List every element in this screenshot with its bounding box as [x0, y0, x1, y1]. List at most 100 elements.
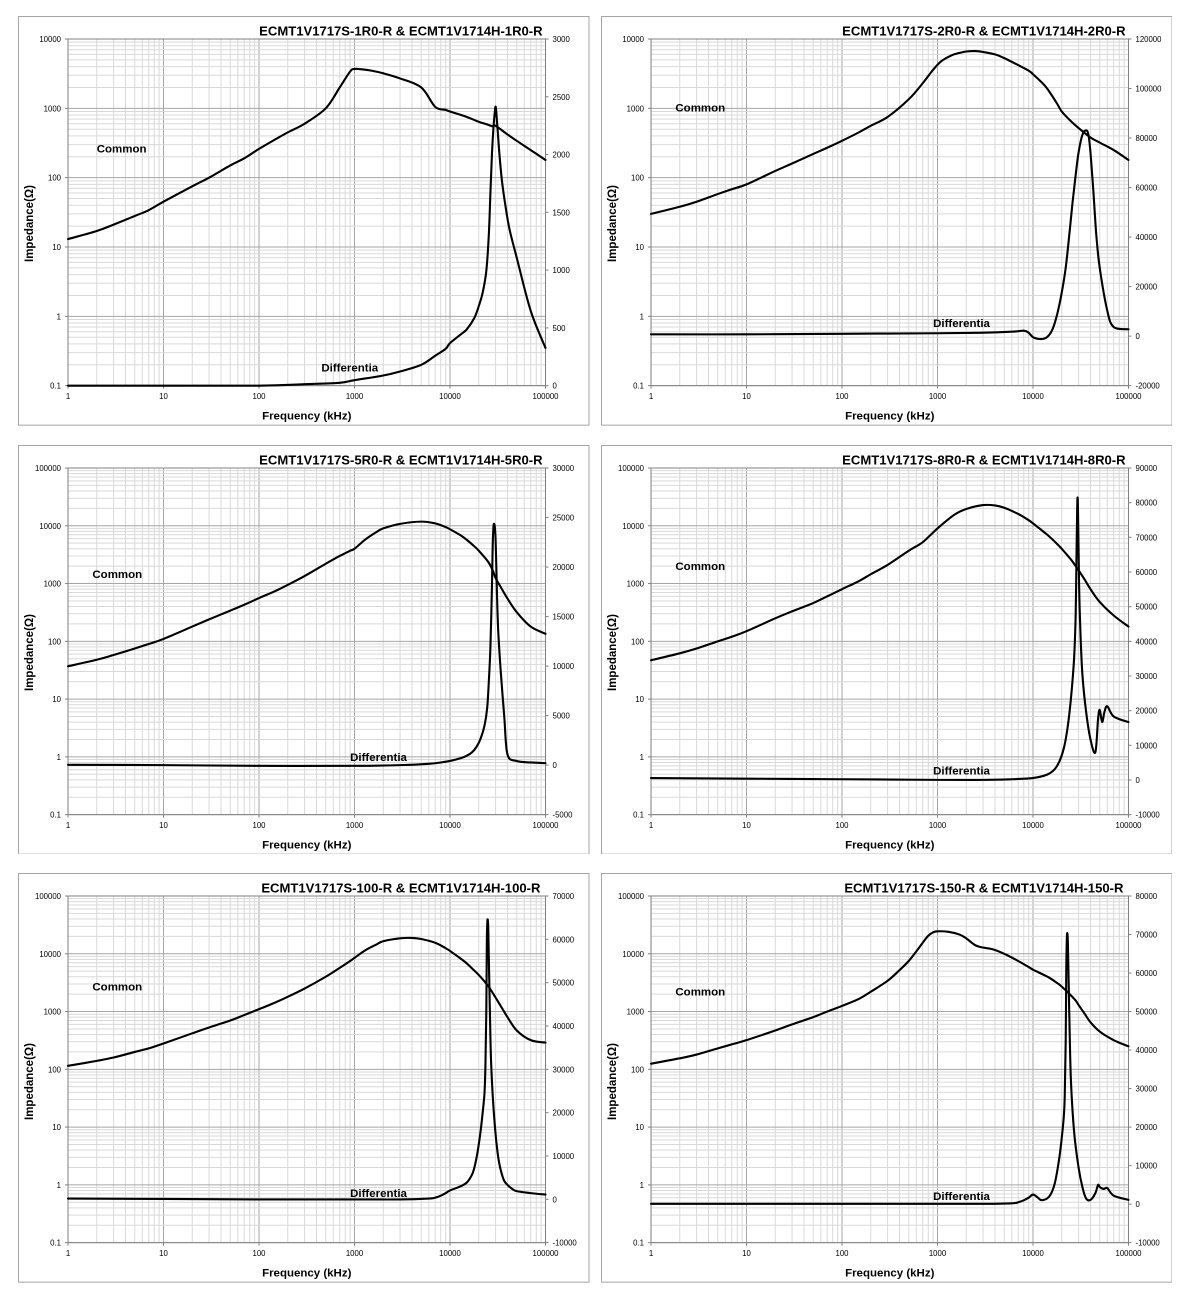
- svg-text:-10000: -10000: [1135, 1239, 1160, 1248]
- svg-text:1: 1: [66, 1249, 70, 1258]
- svg-text:80000: 80000: [1135, 892, 1157, 901]
- svg-text:20000: 20000: [552, 563, 574, 572]
- svg-text:50000: 50000: [1135, 602, 1157, 611]
- svg-text:1: 1: [66, 392, 70, 401]
- svg-text:100000: 100000: [35, 464, 62, 473]
- svg-text:100000: 100000: [1115, 392, 1142, 401]
- svg-text:Common: Common: [92, 569, 142, 581]
- svg-text:30000: 30000: [1135, 1085, 1157, 1094]
- svg-text:80000: 80000: [1135, 134, 1157, 143]
- svg-text:100: 100: [631, 637, 645, 646]
- svg-text:Common: Common: [675, 987, 725, 999]
- svg-text:70000: 70000: [552, 892, 574, 901]
- svg-text:60000: 60000: [1135, 184, 1157, 193]
- svg-text:10000: 10000: [439, 392, 461, 401]
- svg-text:100000: 100000: [618, 892, 645, 901]
- svg-text:100: 100: [48, 637, 62, 646]
- svg-text:50000: 50000: [1135, 1008, 1157, 1017]
- svg-text:10000: 10000: [1022, 392, 1044, 401]
- svg-text:10: 10: [635, 695, 644, 704]
- svg-text:10: 10: [159, 1249, 168, 1258]
- svg-text:0.1: 0.1: [50, 810, 61, 819]
- svg-text:100000: 100000: [533, 821, 560, 830]
- svg-text:10: 10: [742, 821, 751, 830]
- svg-text:0.1: 0.1: [633, 1239, 644, 1248]
- svg-text:100: 100: [253, 392, 267, 401]
- svg-text:1000: 1000: [626, 1008, 644, 1017]
- svg-text:20000: 20000: [1135, 1123, 1157, 1132]
- svg-text:1000: 1000: [346, 392, 364, 401]
- svg-text:100: 100: [48, 1066, 62, 1075]
- svg-text:2000: 2000: [552, 151, 570, 160]
- svg-text:Common: Common: [675, 561, 725, 573]
- svg-text:10: 10: [52, 695, 61, 704]
- svg-text:1: 1: [648, 392, 652, 401]
- svg-text:1: 1: [639, 753, 643, 762]
- svg-text:100000: 100000: [618, 464, 645, 473]
- svg-text:100: 100: [835, 392, 849, 401]
- svg-text:5000: 5000: [552, 711, 570, 720]
- svg-text:Frequency (kHz): Frequency (kHz): [262, 1268, 352, 1280]
- svg-text:500: 500: [552, 324, 566, 333]
- svg-text:Frequency (kHz): Frequency (kHz): [262, 839, 352, 851]
- svg-text:10000: 10000: [1135, 1162, 1157, 1171]
- svg-text:10000: 10000: [39, 35, 61, 44]
- svg-text:1000: 1000: [346, 821, 364, 830]
- svg-text:60000: 60000: [552, 936, 574, 945]
- svg-text:100: 100: [253, 821, 267, 830]
- svg-text:Differentia: Differentia: [933, 765, 990, 777]
- svg-text:30000: 30000: [552, 1066, 574, 1075]
- svg-text:1: 1: [639, 1181, 643, 1190]
- svg-text:100: 100: [631, 174, 645, 183]
- svg-text:20000: 20000: [1135, 706, 1157, 715]
- svg-text:-10000: -10000: [552, 1239, 577, 1248]
- svg-text:Frequency (kHz): Frequency (kHz): [845, 1268, 935, 1280]
- svg-text:10: 10: [635, 1123, 644, 1132]
- svg-text:10000: 10000: [39, 950, 61, 959]
- svg-text:25000: 25000: [552, 513, 574, 522]
- svg-text:70000: 70000: [1135, 931, 1157, 940]
- svg-text:1: 1: [66, 821, 70, 830]
- svg-text:100: 100: [253, 1249, 267, 1258]
- svg-text:0: 0: [1135, 776, 1140, 785]
- svg-text:ECMT1V1717S-150-R & ECMT1V1714: ECMT1V1717S-150-R & ECMT1V1714H-150-R: [844, 881, 1124, 896]
- svg-text:Differentia: Differentia: [933, 318, 990, 330]
- svg-text:50000: 50000: [552, 979, 574, 988]
- svg-text:0.1: 0.1: [50, 1239, 61, 1248]
- svg-text:100000: 100000: [35, 892, 62, 901]
- svg-text:10000: 10000: [552, 1152, 574, 1161]
- svg-text:10: 10: [159, 821, 168, 830]
- svg-text:1: 1: [648, 1249, 652, 1258]
- svg-text:60000: 60000: [1135, 568, 1157, 577]
- svg-text:ECMT1V1717S-2R0-R & ECMT1V1714: ECMT1V1717S-2R0-R & ECMT1V1714H-2R0-R: [842, 23, 1126, 38]
- svg-text:1000: 1000: [928, 392, 946, 401]
- svg-text:10: 10: [742, 1249, 751, 1258]
- svg-text:10: 10: [635, 243, 644, 252]
- svg-text:ECMT1V1717S-1R0-R & ECMT1V1714: ECMT1V1717S-1R0-R & ECMT1V1714H-1R0-R: [259, 23, 543, 38]
- svg-text:100: 100: [48, 174, 62, 183]
- svg-text:1: 1: [57, 1181, 61, 1190]
- svg-text:10: 10: [742, 392, 751, 401]
- svg-text:10000: 10000: [439, 821, 461, 830]
- svg-text:Frequency (kHz): Frequency (kHz): [262, 411, 352, 423]
- svg-text:10: 10: [159, 392, 168, 401]
- svg-text:100000: 100000: [533, 392, 560, 401]
- svg-text:10000: 10000: [552, 662, 574, 671]
- svg-text:15000: 15000: [552, 612, 574, 621]
- svg-text:0: 0: [552, 761, 557, 770]
- svg-text:10000: 10000: [622, 35, 644, 44]
- svg-text:1000: 1000: [928, 821, 946, 830]
- svg-text:0.1: 0.1: [633, 382, 644, 391]
- svg-text:90000: 90000: [1135, 464, 1157, 473]
- svg-text:0.1: 0.1: [50, 382, 61, 391]
- svg-text:ECMT1V1717S-5R0-R & ECMT1V1714: ECMT1V1717S-5R0-R & ECMT1V1714H-5R0-R: [259, 452, 543, 467]
- svg-text:1000: 1000: [44, 1008, 62, 1017]
- svg-text:40000: 40000: [1135, 1046, 1157, 1055]
- svg-text:-10000: -10000: [1135, 810, 1160, 819]
- svg-text:20000: 20000: [552, 1109, 574, 1118]
- svg-text:120000: 120000: [1135, 35, 1162, 44]
- svg-text:1000: 1000: [44, 104, 62, 113]
- svg-text:Frequency (kHz): Frequency (kHz): [845, 839, 935, 851]
- svg-text:-20000: -20000: [1135, 382, 1160, 391]
- svg-text:10000: 10000: [622, 950, 644, 959]
